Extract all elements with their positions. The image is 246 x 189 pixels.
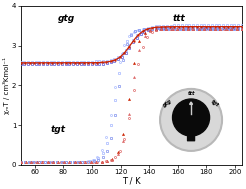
X-axis label: T / K: T / K <box>122 177 140 186</box>
Text: tgt: tgt <box>50 125 65 135</box>
Text: gtg: gtg <box>58 14 75 23</box>
Text: ttt: ttt <box>173 14 185 23</box>
Y-axis label: χₘT / cm³Kmol⁻¹: χₘT / cm³Kmol⁻¹ <box>3 57 11 114</box>
